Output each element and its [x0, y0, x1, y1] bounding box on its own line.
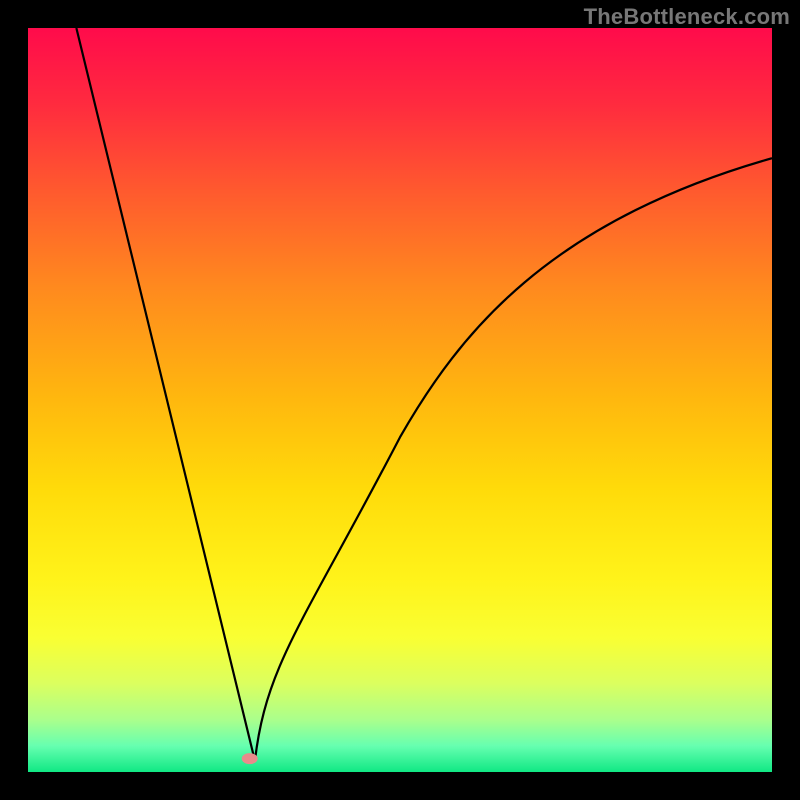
chart-frame: TheBottleneck.com	[0, 0, 800, 800]
gradient-background	[28, 28, 772, 772]
minimum-marker	[242, 753, 258, 764]
bottleneck-chart	[0, 0, 800, 800]
